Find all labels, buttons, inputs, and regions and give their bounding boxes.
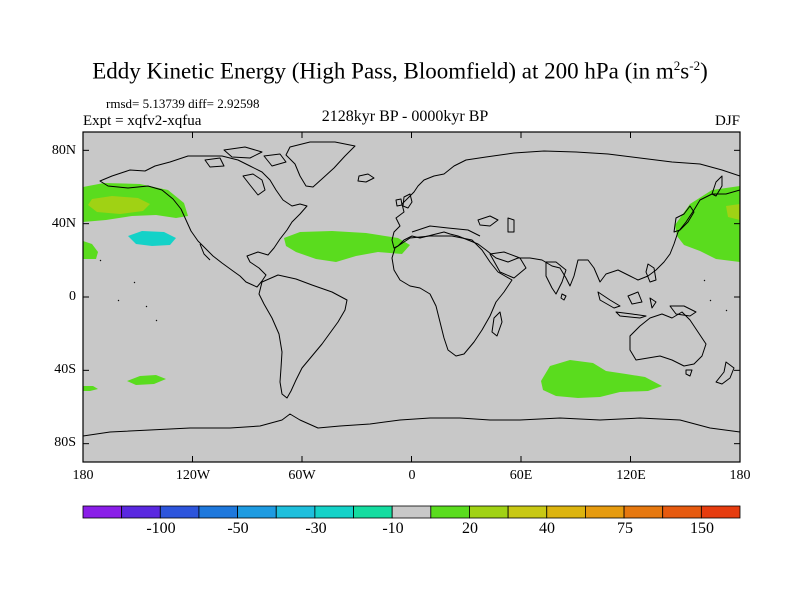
lat-tick-label-40n: 40N [51, 216, 76, 231]
colorbar-swatch-1 [121, 505, 161, 519]
colorbar-swatch-2 [159, 505, 200, 519]
coast-madagascar [491, 311, 503, 337]
colorbar-swatch-5 [275, 505, 316, 519]
experiment-label: Expt = xqfv2-xqfua [83, 113, 202, 129]
colorbar-label-minus-30: -30 [305, 520, 327, 537]
coast-mediterranean [411, 225, 481, 237]
period-label: 2128kyr BP - 0000kyr BP [321, 108, 489, 125]
coast-australia [629, 311, 707, 367]
title-units-close: ) [700, 58, 708, 84]
coast-arctic-islands [204, 146, 287, 168]
season-label: DJF [714, 113, 740, 129]
region-alaska-core [88, 196, 150, 214]
coast-baja [199, 243, 211, 261]
colorbar-swatch-14 [623, 505, 664, 519]
colorbar-swatch-10 [469, 505, 509, 519]
region-southern-indian-ocean [541, 360, 662, 398]
colorbar-swatch-12 [546, 505, 586, 519]
coast-black-caspian [477, 215, 515, 233]
contour-fills [83, 183, 740, 398]
colorbar-label-40: 40 [539, 520, 555, 537]
coast-tasmania [685, 369, 693, 377]
colorbar-swatch-16 [700, 505, 741, 519]
coast-new-guinea [669, 305, 697, 317]
region-subtropical-atlantic [284, 231, 410, 262]
title-units-exponent-2: -2 [689, 58, 701, 73]
coast-africa [391, 235, 513, 357]
colorbar-swatch-13 [585, 505, 625, 519]
latitude-tick-marks [83, 149, 740, 445]
map-background [83, 132, 740, 462]
lon-tick-label-60e: 60E [509, 468, 533, 483]
colorbar-swatch-7 [353, 505, 393, 519]
coast-new-zealand [715, 361, 735, 385]
coast-antarctica [83, 413, 740, 437]
title-units-s: s [680, 58, 690, 84]
stats-text: rmsd= 5.13739 diff= 2.92598 [106, 96, 260, 111]
colorbar-label-20: 20 [462, 520, 478, 537]
lon-tick-label-180w: 180 [72, 468, 94, 483]
coast-iceland [357, 173, 375, 183]
coast-indonesia [597, 291, 657, 319]
colorbar-swatch-11 [507, 505, 548, 519]
colorbar-label-150: 150 [690, 520, 714, 537]
coast-hudson-bay [242, 173, 266, 196]
colorbar-swatch-4 [237, 505, 277, 519]
colorbar-swatch-0 [82, 505, 123, 519]
region-south-pacific [127, 375, 166, 385]
lon-tick-label-180e: 180 [729, 468, 751, 483]
coast-arabia [489, 251, 527, 279]
region-west-edge-south [83, 386, 98, 391]
coast-japan [673, 205, 695, 233]
lat-tick-label-80s: 80S [54, 435, 76, 450]
title-units-exponent-1: 2 [673, 58, 681, 73]
colorbar-swatch-3 [198, 505, 238, 519]
coast-south-america [258, 274, 348, 399]
colorbar-swatch-6 [314, 505, 354, 519]
title-text: Eddy Kinetic Energy (High Pass, Bloomfie… [92, 58, 674, 84]
lat-tick-label-80n: 80N [51, 143, 76, 158]
colorbar-swatch-15 [662, 505, 702, 519]
coast-eurasia [391, 150, 740, 287]
coast-greenland [285, 141, 356, 188]
region-east-pacific-negative [128, 231, 176, 246]
lon-tick-label-120e: 120E [616, 468, 646, 483]
figure-title: Eddy Kinetic Energy (High Pass, Bloomfie… [0, 58, 800, 85]
region-northwest-pacific [675, 186, 740, 262]
longitude-tick-marks [82, 132, 741, 462]
coast-north-america [99, 155, 308, 288]
lon-tick-label-60w: 60W [288, 468, 316, 483]
lat-tick-label-40s: 40S [54, 362, 76, 377]
coast-kamchatka [711, 175, 723, 197]
lon-tick-label-0: 0 [408, 468, 416, 483]
lon-tick-label-120w: 120W [175, 468, 211, 483]
region-northwest-pacific-core [726, 204, 740, 220]
coast-british-isles [395, 193, 413, 209]
coast-pacific-islands [99, 259, 728, 322]
coast-india [545, 261, 567, 295]
colorbar-label-75: 75 [617, 520, 633, 537]
colorbar [82, 505, 741, 519]
colorbar-label-minus-10: -10 [382, 520, 404, 537]
colorbar-label-minus-50: -50 [227, 520, 249, 537]
coast-sri-lanka [560, 293, 567, 301]
coastlines [83, 141, 740, 437]
coast-philippines [645, 263, 657, 283]
region-west-edge-subtropics [83, 241, 98, 259]
colorbar-label-minus-100: -100 [146, 520, 176, 537]
lat-tick-label-0: 0 [69, 289, 76, 304]
colorbar-swatch-9 [430, 505, 470, 519]
colorbar-swatch-8 [391, 505, 432, 519]
